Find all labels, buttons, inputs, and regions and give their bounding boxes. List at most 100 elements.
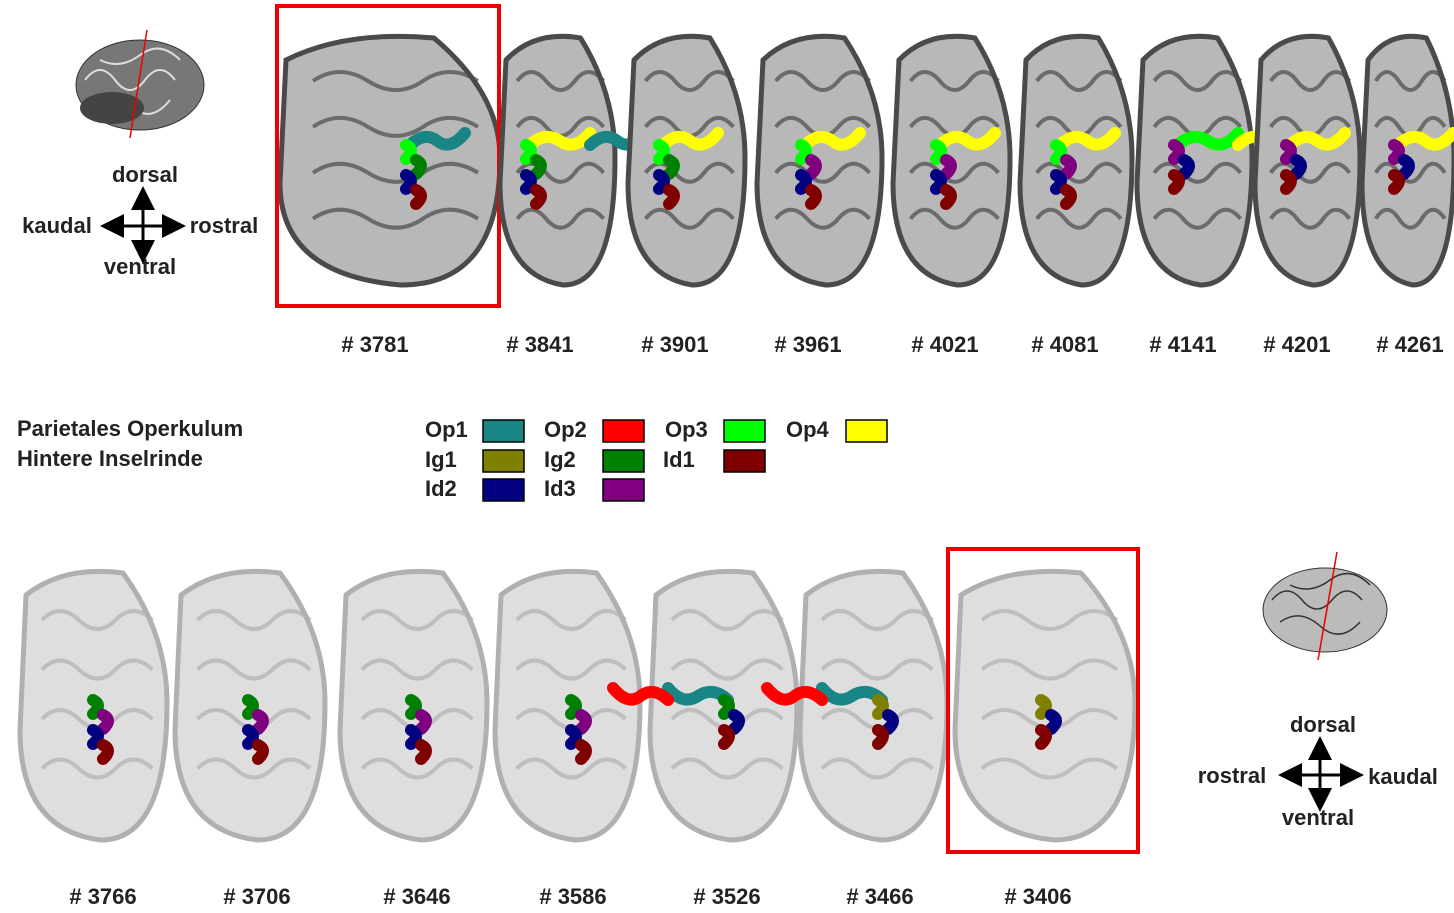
gyrus — [515, 70, 606, 92]
section-label: # 3586 — [539, 884, 606, 909]
gyrus — [311, 70, 480, 92]
brain-icon — [1262, 551, 1388, 661]
legend-swatch — [482, 419, 525, 443]
legend-group: Parietales Operkulum — [17, 416, 243, 441]
region — [1284, 127, 1351, 151]
section-label: # 4201 — [1263, 332, 1330, 357]
legend-label: Id3 — [544, 476, 576, 501]
section — [625, 33, 748, 288]
legend-swatch — [602, 478, 645, 502]
region — [1035, 724, 1052, 750]
gyrus — [360, 609, 474, 631]
region — [816, 682, 888, 706]
gyrus — [196, 609, 312, 631]
region — [1178, 154, 1195, 180]
region — [657, 127, 724, 151]
region — [607, 682, 674, 706]
section-label: # 3706 — [223, 884, 290, 909]
region — [653, 169, 670, 195]
gyrus — [1152, 161, 1243, 184]
section-label: # 4141 — [1149, 332, 1216, 357]
gyrus — [196, 658, 312, 681]
region — [795, 169, 812, 195]
region — [1168, 169, 1185, 195]
region — [1050, 139, 1067, 165]
orientation-label: dorsal — [112, 162, 178, 187]
section — [497, 33, 651, 288]
section — [492, 568, 643, 843]
brain-icon — [75, 29, 205, 139]
region — [87, 694, 104, 720]
region — [1280, 139, 1297, 165]
legend-group: Hintere Inselrinde — [17, 446, 203, 471]
legend-swatch — [723, 449, 766, 473]
region — [1035, 694, 1052, 720]
section-label: # 4021 — [911, 332, 978, 357]
gyrus — [311, 161, 480, 184]
gyrus — [774, 161, 871, 184]
gyrus — [670, 658, 784, 681]
region — [728, 709, 745, 735]
legend-swatch — [602, 419, 645, 443]
gyrus — [196, 757, 312, 780]
gyrus — [1374, 70, 1447, 92]
brain-section — [492, 568, 643, 843]
section — [1359, 33, 1454, 288]
orientation-arrows — [100, 186, 186, 264]
region — [530, 184, 547, 210]
region — [1398, 154, 1415, 180]
region — [663, 184, 680, 210]
gyrus — [1035, 70, 1123, 92]
gyrus — [774, 207, 871, 230]
region — [761, 682, 828, 706]
legend-label: Id2 — [425, 476, 457, 501]
region — [400, 169, 417, 195]
section-label: # 4081 — [1031, 332, 1098, 357]
region — [410, 154, 427, 180]
region — [872, 724, 889, 750]
section — [17, 568, 170, 843]
region — [404, 127, 471, 151]
section-label: # 3646 — [383, 884, 450, 909]
region — [242, 724, 259, 750]
region — [1172, 127, 1244, 151]
gyrus — [360, 757, 474, 780]
legend-swatch — [482, 449, 525, 473]
gyrus — [820, 609, 934, 631]
legend-swatch — [845, 419, 888, 443]
gyrus — [515, 161, 606, 184]
region — [405, 724, 422, 750]
region — [575, 739, 592, 765]
region — [1168, 139, 1185, 165]
legend-swatch — [723, 419, 766, 443]
gyrus — [515, 207, 606, 230]
gyrus — [40, 658, 154, 681]
gyrus — [643, 207, 735, 230]
gyrus — [1374, 207, 1447, 230]
orientation-label: ventral — [1282, 805, 1354, 830]
region — [410, 184, 427, 210]
region — [575, 709, 592, 735]
section-label: # 3841 — [506, 332, 573, 357]
section-label: # 3466 — [846, 884, 913, 909]
gyrus — [1035, 161, 1123, 184]
gyrus — [908, 161, 1000, 184]
gyrus — [1269, 70, 1352, 92]
section-label: # 3526 — [693, 884, 760, 909]
section-label: # 3406 — [1004, 884, 1071, 909]
region — [400, 139, 417, 165]
legend-label: Ig1 — [425, 447, 457, 472]
region — [940, 154, 957, 180]
region — [1050, 169, 1067, 195]
region — [1290, 154, 1307, 180]
orientation-label: kaudal — [22, 213, 92, 238]
section — [952, 568, 1138, 843]
brain-section — [1252, 33, 1363, 288]
gyrus — [670, 609, 784, 631]
legend-swatch — [482, 478, 525, 502]
orientation-label: rostral — [190, 213, 258, 238]
section — [1134, 33, 1299, 288]
orientation-label: ventral — [104, 254, 176, 279]
region — [524, 127, 596, 151]
brain-section — [1134, 33, 1255, 288]
